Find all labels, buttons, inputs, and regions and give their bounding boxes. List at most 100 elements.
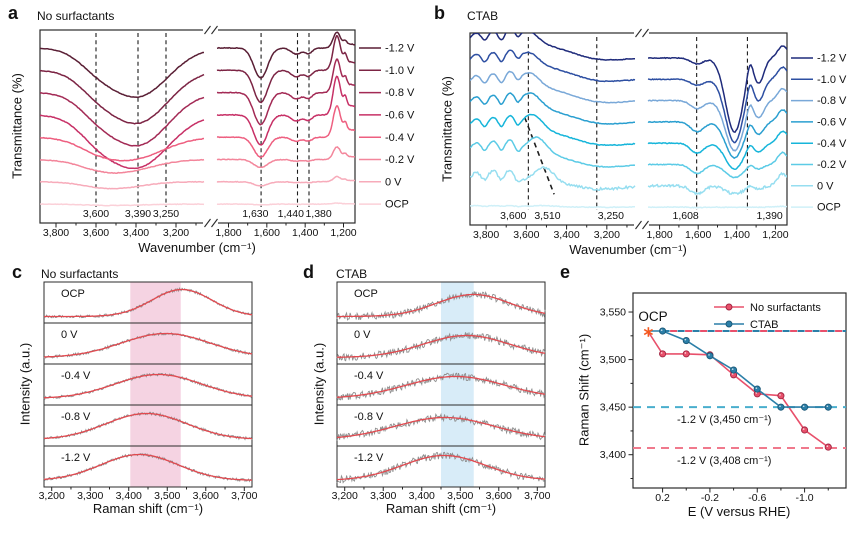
spectrum-curve [40,175,355,190]
peak-shift-line [523,117,555,195]
x-tick-label: 3,600 [83,227,109,239]
panel-e-ylabel: Raman Shift (cm⁻¹) [576,333,592,447]
spectrum-curve [470,165,787,196]
legend-marker [725,303,733,311]
data-point [753,385,761,393]
data-point-shine [660,329,663,331]
data-point [824,403,832,411]
spectrum-curve [470,33,787,133]
panel-c-plot: OCP 0 V -0.4 V -0.8 V -1.2 V 3,200 3,300 3,400 3… [39,281,258,502]
axis-break-icon [635,220,642,230]
x-tick-label: 1,200 [762,229,788,241]
x-tick-label: 1,400 [724,229,750,241]
data-point [730,366,738,374]
x-tick-label: 3,600 [486,490,512,502]
data-point-shine [802,428,805,430]
panel-c-letter: c [12,262,23,282]
spectrum-curve [40,58,355,147]
panel-d-letter: d [303,262,314,282]
data-point [801,403,809,411]
data-point-shine [802,405,805,408]
data-point [801,426,809,434]
panel-b-ylabel: Transmittance (%) [439,76,455,182]
panel-b-title: CTAB [467,9,499,23]
x-tick-label: 3,400 [409,490,435,502]
x-tick-label: -0.2 [701,492,719,504]
spectrum-curve [40,202,355,207]
curve-label: -0.4 V [817,138,847,150]
raman-fit-curve [336,454,546,481]
data-line [648,330,829,408]
raman-fit-curve [43,412,253,440]
curve-label: -0.6 V [817,117,847,129]
axis-break-mask [634,223,649,227]
x-tick-label: 1,400 [292,227,318,239]
potential-label: -0.8 V [61,411,91,423]
spectrum-curve [470,49,787,144]
x-tick-label: 3,800 [473,229,499,241]
potential-label: -0.4 V [61,370,91,382]
peak-label: 3,250 [598,210,624,222]
data-point-shine [684,352,687,354]
x-tick-label: 3,500 [154,490,180,502]
panel-c-xlabel: Raman shift (cm⁻¹) [92,501,204,516]
x-tick-label: 3,400 [116,490,142,502]
peak-label: 3,600 [500,210,526,222]
potential-label: -0.8 V [354,411,384,423]
peak-label: 1,608 [673,210,699,222]
data-point [682,350,690,358]
peak-label: 3,250 [153,208,179,220]
axis-break-icon [635,28,642,38]
panel-c-title: No surfactants [41,267,119,281]
plot-frame [469,32,788,226]
raman-fit-curve [43,373,253,399]
curve-label: -0.4 V [385,132,415,144]
curve-label: 0 V [817,180,834,192]
data-point [659,350,667,358]
curve-label: -1.0 V [817,74,847,86]
axis-break-mask [634,31,649,35]
x-tick-label: 1,800 [215,227,241,239]
spectrum-curve [40,105,355,162]
curve-label: OCP [817,202,841,214]
y-tick-label: 3,500 [600,354,626,366]
raman-fit-curve [337,293,546,318]
curve-label: -0.8 V [817,95,847,107]
peak-label: 1,440 [278,208,304,220]
peak-label: 3,510 [534,210,560,222]
raman-fit-curve [43,453,252,481]
x-tick-label: 1,200 [330,227,356,239]
panel-d-plot: OCP 0 V -0.4 V -0.8 V -1.2 V 3,200 3,300 3,400 3… [332,281,551,502]
x-tick-label: 3,800 [43,227,69,239]
spectrum-curve [470,92,787,160]
data-point-shine [779,405,781,408]
panel-a-plot: 3,800 3,600 3,400 3,200 1,800 1,600 1,400 1,200… [39,25,415,239]
x-tick-label: 1,600 [685,229,711,241]
panel-e-xlabel: E (V versus RHE) [687,504,791,519]
spectrum-curve [40,31,355,99]
potential-label: OCP [354,288,378,300]
peak-label: 1,380 [305,208,331,220]
y-tick-label: 3,550 [600,307,626,319]
x-tick-label: 3,300 [370,490,396,502]
highlight-band [130,282,181,487]
data-point-shine [684,338,687,341]
data-point-shine [826,405,829,408]
x-tick-label: 3,200 [39,490,65,502]
data-point [824,443,832,451]
data-point [777,403,785,411]
panel-c-ylabel: Intensity (a.u.) [17,342,33,426]
panel-a-x-axis: 3,800 3,600 3,400 3,200 1,800 1,600 1,400 1,200 [43,223,357,239]
potential-label: -0.4 V [354,370,384,382]
raman-trace [336,412,546,441]
data-point-shine [708,354,710,356]
panel-a-letter: a [8,3,19,23]
axis-break-icon [204,218,211,228]
curve-label: -0.2 V [817,159,847,171]
curve-label: -0.8 V [385,87,415,99]
curve-label: -1.2 V [385,43,415,55]
panel-b-plot: 3,800 3,600 3,400 3,200 1,800 1,600 1,400 1,200… [469,28,847,241]
x-tick-label: 3,400 [553,229,579,241]
panel-d-xlabel: Raman shift (cm⁻¹) [385,501,497,516]
axis-break-mask [203,28,218,32]
